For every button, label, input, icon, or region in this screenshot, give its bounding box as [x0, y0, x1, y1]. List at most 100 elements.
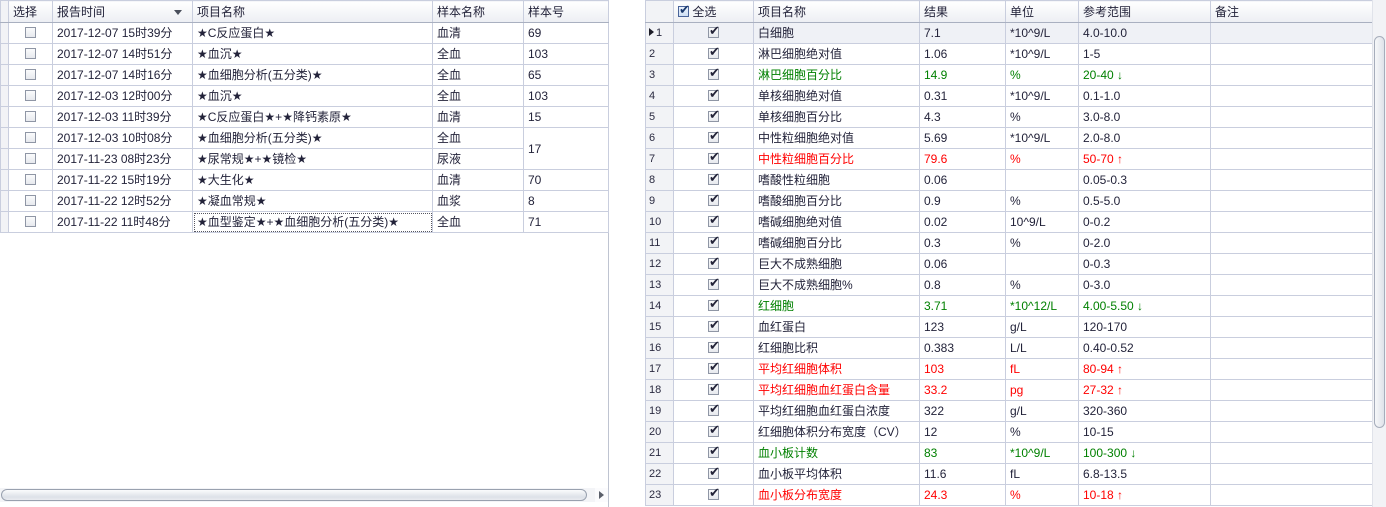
range-cell: 320-360 — [1078, 400, 1211, 422]
column-header-item-name[interactable]: 项目名称 — [192, 0, 433, 23]
report-row[interactable]: 2017-12-03 11时39分 ★C反应蛋白★+★降钙素原★ 血清 15 — [0, 106, 609, 128]
report-row[interactable]: 2017-12-07 14时16分 ★血细胞分析(五分类)★ 全血 65 — [0, 64, 609, 86]
report-select-checkbox[interactable] — [25, 153, 36, 165]
result-select-checkbox[interactable] — [708, 423, 720, 440]
result-select-checkbox[interactable] — [708, 150, 720, 167]
result-select-checkbox[interactable] — [708, 45, 720, 62]
report-select-checkbox[interactable] — [25, 132, 36, 144]
result-cell: 0.3 — [919, 232, 1006, 254]
range-cell: 0-0.2 — [1078, 211, 1211, 233]
item-name-cell: 红细胞体积分布宽度（CV） — [753, 421, 920, 443]
column-header-sample-name[interactable]: 样本名称 — [432, 0, 524, 23]
report-select-checkbox[interactable] — [25, 195, 36, 207]
report-select-checkbox[interactable] — [25, 174, 36, 186]
report-select-checkbox[interactable] — [25, 111, 36, 123]
result-select-checkbox[interactable] — [708, 402, 720, 419]
result-select-checkbox[interactable] — [708, 276, 720, 293]
column-header-sample-no[interactable]: 样本号 — [523, 0, 609, 23]
result-row[interactable]: 13 巨大不成熟细胞%0.8%0-3.0 — [645, 274, 1373, 296]
report-row[interactable]: 2017-11-23 08时23分 ★尿常规★+★镜检★ 尿液 — [0, 148, 609, 170]
horizontal-scrollbar[interactable] — [0, 488, 595, 502]
report-select-checkbox[interactable] — [25, 90, 36, 102]
select-all-checkbox[interactable] — [678, 2, 690, 20]
report-row[interactable]: 2017-12-03 10时08分 ★血细胞分析(五分类)★ 全血 17 — [0, 127, 609, 170]
report-row[interactable]: 2017-11-22 11时48分 ★血型鉴定★+★血细胞分析(五分类)★ 全血 71 — [0, 211, 609, 233]
report-select-checkbox[interactable] — [25, 69, 36, 81]
unit-cell: % — [1005, 274, 1079, 296]
result-select-checkbox[interactable] — [708, 255, 720, 272]
report-row[interactable]: 2017-12-07 15时39分 ★C反应蛋白★ 血清 69 — [0, 22, 609, 44]
column-header-select-all[interactable]: 全选 — [673, 0, 754, 23]
scroll-right-button[interactable] — [595, 488, 608, 502]
select-cell — [673, 232, 754, 254]
report-select-checkbox[interactable] — [25, 216, 36, 228]
result-select-checkbox[interactable] — [708, 129, 720, 146]
select-cell — [673, 316, 754, 338]
result-select-checkbox[interactable] — [708, 444, 720, 461]
result-select-checkbox[interactable] — [708, 297, 720, 314]
result-select-checkbox[interactable] — [708, 213, 720, 230]
report-select-checkbox[interactable] — [25, 27, 36, 39]
result-select-checkbox[interactable] — [708, 465, 720, 482]
select-cell — [673, 442, 754, 464]
range-cell: 120-170 — [1078, 316, 1211, 338]
report-row[interactable]: 2017-12-07 14时51分 ★血沉★ 全血 103 — [0, 43, 609, 65]
vertical-scrollbar[interactable] — [1372, 0, 1386, 507]
result-select-checkbox[interactable] — [708, 171, 720, 188]
row-number: 8 — [645, 169, 674, 191]
report-select-checkbox[interactable] — [25, 48, 36, 60]
result-select-checkbox[interactable] — [708, 486, 720, 503]
column-header-report-time[interactable]: 报告时间 — [52, 0, 193, 23]
column-header-unit[interactable]: 单位 — [1005, 0, 1079, 23]
item-name-cell: 巨大不成熟细胞% — [753, 274, 920, 296]
column-header-range[interactable]: 参考范围 — [1078, 0, 1211, 23]
vertical-scrollbar-thumb[interactable] — [1374, 36, 1385, 428]
row-indicator — [0, 211, 9, 233]
unit-cell: *10^9/L — [1005, 22, 1079, 44]
sample-name-cell: 全血 — [432, 43, 524, 65]
item-name-cell: 嗜碱细胞百分比 — [753, 232, 920, 254]
result-select-checkbox[interactable] — [708, 381, 720, 398]
column-header-note[interactable]: 备注 — [1210, 0, 1373, 23]
result-select-checkbox[interactable] — [708, 318, 720, 335]
result-select-checkbox[interactable] — [708, 108, 720, 125]
column-header-result[interactable]: 结果 — [919, 0, 1006, 23]
horizontal-scrollbar-thumb[interactable] — [1, 489, 587, 501]
result-select-checkbox[interactable] — [708, 360, 720, 377]
column-header-item-name[interactable]: 项目名称 — [753, 0, 920, 23]
row-number: 3 — [645, 64, 674, 86]
result-select-checkbox[interactable] — [708, 192, 720, 209]
report-row[interactable]: 2017-12-03 12时00分 ★血沉★ 全血 103 — [0, 85, 609, 107]
sort-dropdown-icon[interactable] — [174, 9, 182, 15]
result-row[interactable]: 20 红细胞体积分布宽度（CV）12%10-15 — [645, 421, 1373, 443]
report-row[interactable]: 2017-11-22 12时52分 ★凝血常规★ 血浆 8 — [0, 190, 609, 212]
report-row[interactable]: 2017-11-22 15时19分 ★大生化★ 血清 70 — [0, 169, 609, 191]
result-select-checkbox[interactable] — [708, 234, 720, 251]
result-select-checkbox[interactable] — [708, 87, 720, 104]
result-select-checkbox[interactable] — [708, 24, 720, 41]
result-select-checkbox[interactable] — [708, 66, 720, 83]
result-select-checkbox[interactable] — [708, 339, 720, 356]
column-header-select[interactable]: 选择 — [8, 0, 53, 23]
